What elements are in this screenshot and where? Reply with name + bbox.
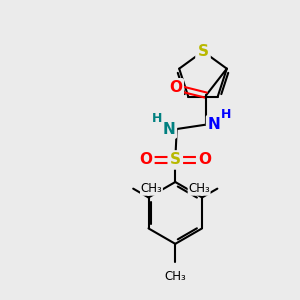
Text: N: N [162,122,175,136]
Text: H: H [152,112,163,125]
Text: CH₃: CH₃ [188,182,210,195]
Text: O: O [198,152,211,167]
Text: CH₃: CH₃ [164,270,186,283]
Text: O: O [169,80,182,95]
Text: O: O [139,152,152,167]
Text: S: S [170,152,181,167]
Text: N: N [208,117,221,132]
Text: H: H [220,108,231,121]
Text: S: S [197,44,208,59]
Text: CH₃: CH₃ [141,182,162,195]
